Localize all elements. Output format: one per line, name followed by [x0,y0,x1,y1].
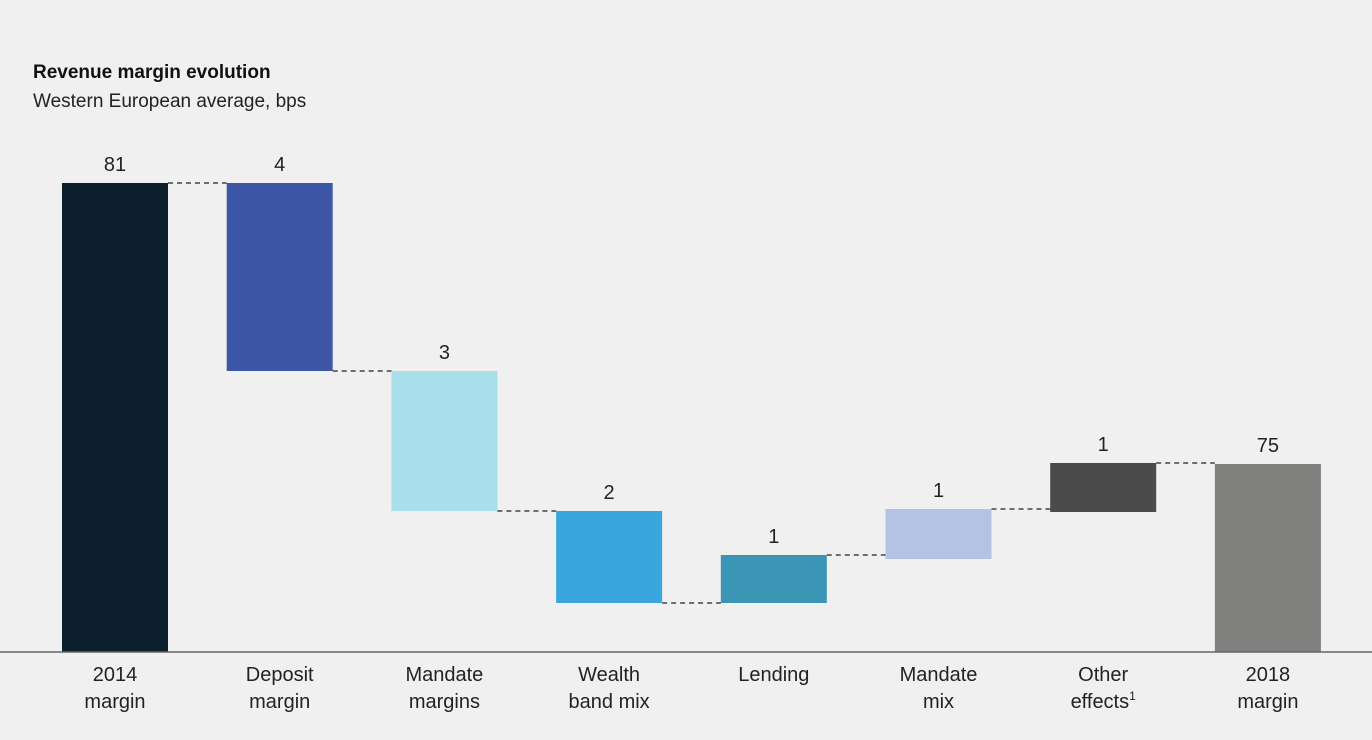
value-label-7: 75 [1257,435,1279,457]
category-label-4: Lending [738,664,809,686]
bar-3 [556,511,663,603]
category-label-0: 2014 margin [84,664,145,713]
category-label-2: Mandate margins [405,664,483,713]
value-label-1: 4 [274,154,285,176]
category-label-7: 2018 margin [1237,664,1298,713]
bar-1 [226,183,333,371]
bar-0 [62,183,168,652]
category-labels-layer: 2014 margin Deposit margin Mandate margins Wea… [84,664,1298,713]
value-label-3: 2 [604,482,615,504]
chart-subtitle: Western European average, bps [33,91,307,112]
bar-6 [1050,463,1157,512]
bar-7 [1214,464,1321,652]
value-label-2: 3 [439,342,450,364]
bars-layer [62,183,1321,652]
value-label-6: 1 [1098,434,1109,456]
category-label-6: Other effects1 [1071,664,1137,713]
value-label-4: 1 [768,526,779,548]
value-labels-layer: 81 4 3 2 1 1 1 75 [104,154,1279,548]
footnote-marker: 1 [1129,689,1136,703]
connectors-layer [168,182,1215,604]
category-label-3: Wealth band mix [569,664,650,713]
bar-4 [720,555,827,603]
bar-2 [391,371,498,511]
bar-5 [885,509,992,559]
category-label-1: Deposit margin [246,664,314,713]
value-label-5: 1 [933,480,944,502]
chart-title: Revenue margin evolution [33,62,271,83]
category-label-5: Mandate mix [900,664,978,713]
value-label-0: 81 [104,154,126,176]
